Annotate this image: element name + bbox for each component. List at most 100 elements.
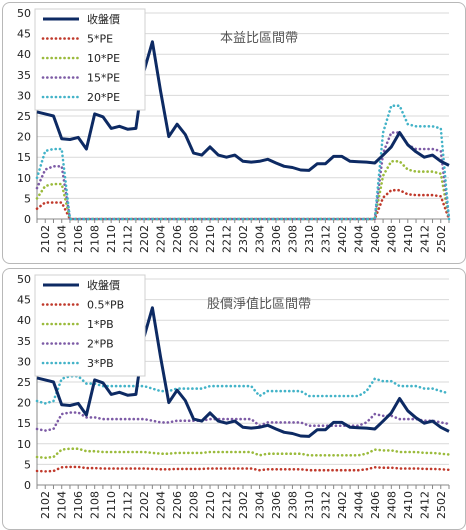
x-tick-label: 2102 xyxy=(39,491,52,519)
x-tick-label: 2502 xyxy=(435,491,448,519)
x-tick-label: 2206 xyxy=(171,225,184,253)
x-tick-label: 2304 xyxy=(253,225,266,253)
y-tick-label: 30 xyxy=(17,355,31,368)
legend: 收盤價 5*PE 10*PE 15*PE 20*PE xyxy=(34,8,146,111)
x-tick-label: 2302 xyxy=(237,225,250,253)
x-tick-label: 2412 xyxy=(418,225,431,253)
x-tick-label: 2312 xyxy=(319,491,332,519)
x-tick-label: 2210 xyxy=(204,491,217,519)
chart-title: 股價淨值比區間帶 xyxy=(207,296,311,312)
legend-label-pe-20x: 20*PE xyxy=(87,91,120,104)
series-line-pe-20x xyxy=(35,104,451,221)
x-tick-label: 2412 xyxy=(418,491,431,519)
x-tick-label: 2110 xyxy=(105,225,118,253)
x-tick-label: 2402 xyxy=(336,491,349,519)
x-tick-label: 2212 xyxy=(221,225,234,253)
legend-label-pb-0-5x: 0.5*PB xyxy=(87,299,124,312)
y-tick-label: 35 xyxy=(17,69,31,82)
chart-title: 本益比區間帶 xyxy=(220,31,298,46)
x-tick-label: 2204 xyxy=(155,225,168,253)
x-tick-label: 2404 xyxy=(352,491,365,519)
x-tick-label: 2406 xyxy=(369,225,382,253)
pe-band-chart: 0 5 10 15 20 25 30 35 40 45 50 2102 2104 2106 2108 2110… xyxy=(17,7,451,253)
legend-label-price: 收盤價 xyxy=(87,278,120,292)
x-tick-label: 2312 xyxy=(319,225,332,253)
x-tick-label: 2306 xyxy=(270,225,283,253)
legend-box xyxy=(34,8,146,111)
x-tick-label: 2106 xyxy=(72,491,85,519)
x-tick-label: 2310 xyxy=(303,491,316,519)
legend-label-pb-1x: 1*PB xyxy=(87,318,114,331)
x-tick-label: 2302 xyxy=(237,491,250,519)
x-tick-label: 2104 xyxy=(56,491,69,519)
y-tick-label: 10 xyxy=(17,172,31,185)
x-tick-label: 2112 xyxy=(122,491,135,519)
y-tick-label: 30 xyxy=(17,89,31,102)
series-line-pe-5x xyxy=(35,188,451,221)
series-line-pb-2x xyxy=(35,411,451,432)
y-tick-label: 25 xyxy=(17,376,31,389)
x-tick-label: 2208 xyxy=(188,225,201,253)
x-tick-label: 2308 xyxy=(286,225,299,253)
y-tick-label: 5 xyxy=(24,458,31,471)
series-line-pb-0-5x xyxy=(35,465,451,473)
x-tick-label: 2212 xyxy=(221,491,234,519)
y-tick-label: 50 xyxy=(17,273,31,286)
x-tick-label: 2408 xyxy=(385,491,398,519)
pe-band-chart-panel: 0 5 10 15 20 25 30 35 40 45 50 2102 2104 2106 2108 2110… xyxy=(2,2,466,264)
legend-label-pb-3x: 3*PB xyxy=(87,357,114,370)
y-tick-label: 35 xyxy=(17,335,31,348)
x-tick-label: 2204 xyxy=(155,491,168,519)
x-tick-label: 2108 xyxy=(89,225,102,253)
x-tick-label: 2112 xyxy=(122,225,135,253)
x-tick-label: 2310 xyxy=(303,225,316,253)
y-tick-label: 5 xyxy=(24,192,31,205)
series-line-pe-10x xyxy=(35,160,451,221)
x-tick-label: 2110 xyxy=(105,491,118,519)
x-tick-label: 2308 xyxy=(286,491,299,519)
y-tick-label: 10 xyxy=(17,438,31,451)
y-tick-label: 0 xyxy=(24,213,31,226)
legend-label-pe-10x: 10*PE xyxy=(87,52,120,65)
x-tick-label: 2202 xyxy=(138,491,151,519)
series-line-price xyxy=(36,40,450,172)
x-tick-label: 2406 xyxy=(369,491,382,519)
y-tick-label: 0 xyxy=(24,479,31,492)
y-tick-label: 15 xyxy=(17,151,31,164)
x-tick-label: 2210 xyxy=(204,225,217,253)
x-tick-label: 2104 xyxy=(56,225,69,253)
legend-label-price: 收盤價 xyxy=(87,12,120,26)
legend-label-pe-5x: 5*PE xyxy=(87,33,113,46)
x-tick-label: 2410 xyxy=(402,225,415,253)
y-tick-label: 20 xyxy=(17,397,31,410)
y-tick-label: 15 xyxy=(17,417,31,430)
x-tick-label: 2304 xyxy=(253,491,266,519)
y-tick-label: 40 xyxy=(17,314,31,327)
x-tick-label: 2306 xyxy=(270,491,283,519)
legend-label-pe-15x: 15*PE xyxy=(87,72,120,85)
x-tick-label: 2206 xyxy=(171,491,184,519)
x-tick-label: 2202 xyxy=(138,225,151,253)
x-tick-label: 2502 xyxy=(435,225,448,253)
y-tick-label: 50 xyxy=(17,7,31,20)
series-line-pe-15x xyxy=(35,131,451,221)
series-line-price xyxy=(36,306,450,438)
y-tick-label: 25 xyxy=(17,110,31,123)
x-tick-label: 2208 xyxy=(188,491,201,519)
x-tick-label: 2410 xyxy=(402,491,415,519)
x-tick-label: 2102 xyxy=(39,225,52,253)
pb-band-chart: 0 5 10 15 20 25 30 35 40 45 50 2102 2104 2106 2108 2110… xyxy=(17,273,451,519)
y-tick-label: 40 xyxy=(17,48,31,61)
y-tick-label: 20 xyxy=(17,131,31,144)
legend-label-pb-2x: 2*PB xyxy=(87,338,114,351)
x-tick-label: 2106 xyxy=(72,225,85,253)
series-line-pb-3x xyxy=(35,374,451,405)
y-tick-label: 45 xyxy=(17,28,31,41)
y-tick-label: 45 xyxy=(17,294,31,307)
x-tick-label: 2402 xyxy=(336,225,349,253)
pb-band-chart-panel: 0 5 10 15 20 25 30 35 40 45 50 2102 2104 2106 2108 2110… xyxy=(2,268,466,530)
x-tick-label: 2408 xyxy=(385,225,398,253)
x-tick-label: 2108 xyxy=(89,491,102,519)
x-tick-label: 2404 xyxy=(352,225,365,253)
legend-box xyxy=(34,274,146,377)
